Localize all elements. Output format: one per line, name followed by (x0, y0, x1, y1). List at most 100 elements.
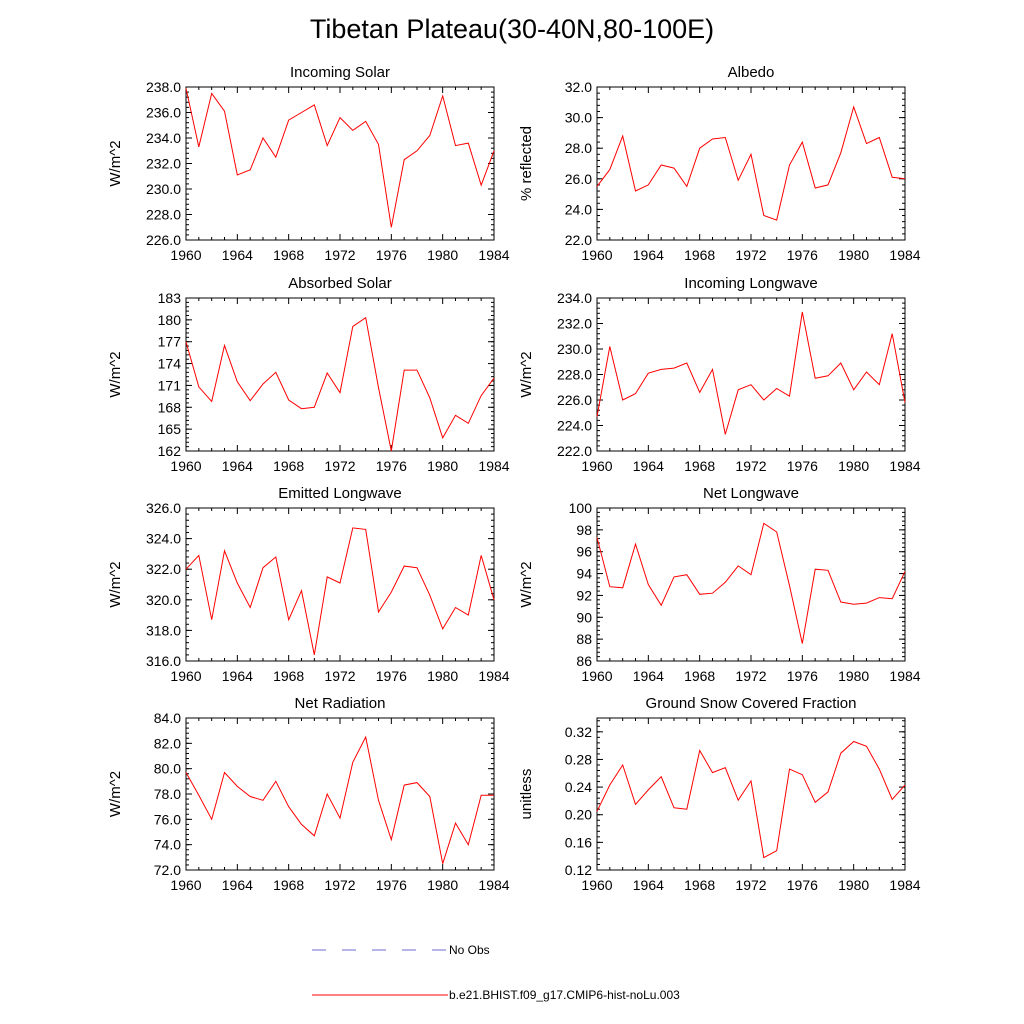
y-axis-label: W/m^2 (107, 351, 124, 397)
chart-panel: 1960 1964 1968 1972 1976 1980 1984 162 165 168 171… (107, 275, 510, 474)
x-tick-label: 1968 (273, 247, 304, 263)
y-tick-label: 177 (158, 334, 182, 350)
x-tick-label: 1984 (478, 668, 509, 684)
x-tick-label: 1976 (787, 668, 818, 684)
chart-panel: 1960 1964 1968 1972 1976 1980 1984 86 88 90 92 94 96… (518, 485, 921, 684)
x-tick-label: 1964 (222, 247, 253, 263)
x-tick-label: 1976 (376, 877, 407, 893)
x-tick-label: 1976 (376, 458, 407, 474)
y-tick-label: 24.0 (565, 201, 592, 217)
legend-model-label: b.e21.BHIST.f09_g17.CMIP6-hist-noLu.003 (449, 988, 680, 1002)
x-tick-label: 1984 (478, 247, 509, 263)
y-axis-label: W/m^2 (107, 771, 124, 817)
series-line (185, 735, 494, 864)
y-tick-label: 78.0 (154, 786, 181, 802)
chart-panels: 1960 1964 1968 1972 1976 1980 1984 226.0 228.0 23… (107, 64, 921, 893)
legend: No Obs b.e21.BHIST.f09_g17.CMIP6-hist-no… (312, 943, 680, 1002)
y-tick-label: 320.0 (146, 592, 181, 608)
y-tick-label: 84.0 (154, 710, 181, 726)
y-tick-label: 232.0 (146, 156, 181, 172)
y-tick-label: 22.0 (565, 232, 592, 248)
y-tick-label: 76.0 (154, 811, 181, 827)
panel-title: Absorbed Solar (288, 275, 391, 292)
y-tick-label: 80.0 (154, 761, 181, 777)
y-tick-label: 0.16 (565, 834, 592, 850)
panel-title: Net Radiation (295, 695, 386, 712)
y-tick-label: 162 (158, 443, 182, 459)
chart-panel: 1960 1964 1968 1972 1976 1980 1984 72.0 74.0 76.0… (107, 695, 510, 893)
y-tick-label: 326.0 (146, 500, 181, 516)
x-tick-label: 1980 (838, 458, 869, 474)
y-tick-label: 92 (576, 587, 592, 603)
y-tick-label: 0.32 (565, 724, 592, 740)
x-tick-label: 1972 (324, 247, 355, 263)
legend-obs-label: No Obs (449, 943, 490, 957)
y-tick-label: 183 (158, 290, 182, 306)
x-tick-label: 1972 (735, 668, 766, 684)
y-tick-label: 230.0 (146, 181, 181, 197)
y-tick-label: 74.0 (154, 837, 181, 853)
panel-title: Net Longwave (703, 485, 799, 502)
x-tick-label: 1968 (273, 668, 304, 684)
x-tick-label: 1968 (684, 458, 715, 474)
x-tick-label: 1980 (838, 668, 869, 684)
x-tick-label: 1960 (170, 877, 201, 893)
plot-frame (596, 507, 906, 662)
y-tick-label: 168 (158, 399, 182, 415)
y-tick-label: 82.0 (154, 735, 181, 751)
panel-title: Albedo (728, 64, 775, 81)
y-tick-label: 32.0 (565, 79, 592, 95)
y-tick-label: 90 (576, 609, 592, 625)
panel-title: Incoming Solar (290, 64, 390, 81)
x-tick-label: 1960 (170, 247, 201, 263)
x-tick-label: 1964 (222, 877, 253, 893)
y-tick-label: 0.28 (565, 751, 592, 767)
x-tick-label: 1976 (787, 458, 818, 474)
x-tick-label: 1984 (889, 247, 920, 263)
y-tick-label: 28.0 (565, 140, 592, 156)
x-tick-label: 1976 (376, 247, 407, 263)
x-tick-label: 1980 (838, 247, 869, 263)
x-tick-label: 1980 (427, 668, 458, 684)
y-axis-label: W/m^2 (518, 351, 535, 397)
y-tick-label: 171 (158, 377, 182, 393)
series-line (596, 522, 906, 644)
x-tick-label: 1972 (735, 877, 766, 893)
x-tick-label: 1972 (735, 458, 766, 474)
y-tick-label: 316.0 (146, 653, 181, 669)
x-tick-label: 1964 (633, 877, 664, 893)
x-tick-label: 1984 (478, 877, 509, 893)
y-tick-label: 100 (569, 500, 593, 516)
y-tick-label: 236.0 (146, 105, 181, 121)
plot-frame (185, 507, 495, 662)
x-tick-label: 1968 (684, 668, 715, 684)
y-tick-label: 98 (576, 522, 592, 538)
y-tick-label: 180 (158, 312, 182, 328)
series-line (596, 105, 906, 221)
x-tick-label: 1976 (787, 877, 818, 893)
x-tick-label: 1964 (633, 668, 664, 684)
y-tick-label: 234.0 (557, 290, 592, 306)
panel-title: Emitted Longwave (278, 485, 401, 502)
x-tick-label: 1968 (684, 247, 715, 263)
y-tick-label: 174 (158, 356, 182, 372)
panel-title: Incoming Longwave (684, 275, 817, 292)
plot-frame (596, 86, 906, 241)
x-tick-label: 1984 (889, 458, 920, 474)
y-tick-label: 226.0 (146, 232, 181, 248)
chart-panel: 1960 1964 1968 1972 1976 1980 1984 222.0 224.0 22… (518, 275, 921, 474)
plot-frame (596, 717, 906, 871)
y-tick-label: 0.24 (565, 779, 592, 795)
y-tick-label: 94 (576, 566, 592, 582)
x-tick-label: 1984 (478, 458, 509, 474)
x-tick-label: 1960 (581, 668, 612, 684)
x-tick-label: 1968 (273, 877, 304, 893)
series-line (185, 527, 495, 655)
series-line (185, 316, 495, 452)
y-tick-label: 228.0 (557, 367, 592, 383)
series-line (185, 88, 495, 228)
y-tick-label: 88 (576, 631, 592, 647)
x-tick-label: 1960 (581, 458, 612, 474)
y-tick-label: 96 (576, 544, 592, 560)
x-tick-label: 1976 (787, 247, 818, 263)
